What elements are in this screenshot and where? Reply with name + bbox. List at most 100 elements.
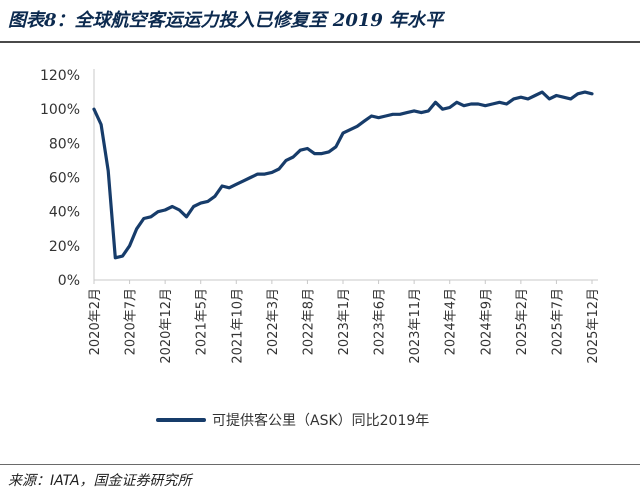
- data-point: [384, 114, 387, 118]
- data-point: [292, 155, 295, 159]
- data-point: [583, 90, 587, 94]
- y-tick-label: 40%: [49, 205, 80, 221]
- x-tick-label: 2021年10月: [230, 288, 245, 364]
- x-axis-ticks: 2020年2月 2020年7月 2020年12月 2021年5月 2021年10月 202…: [88, 280, 601, 364]
- y-tick-label: 120%: [40, 68, 80, 84]
- data-point: [533, 94, 537, 97]
- data-point: [469, 102, 473, 106]
- data-point: [92, 108, 96, 111]
- data-point: [334, 145, 338, 148]
- x-tick-label: 2025年2月: [515, 288, 530, 355]
- x-tick-label: 2020年12月: [159, 288, 174, 364]
- data-point: [306, 147, 309, 150]
- data-point: [235, 183, 238, 186]
- data-point: [363, 119, 366, 123]
- x-tick-label: 2022年3月: [266, 288, 281, 355]
- x-tick-label: 2025年7月: [550, 288, 565, 355]
- data-point: [107, 169, 110, 172]
- x-tick-label: 2025年12月: [586, 288, 601, 364]
- data-point: [420, 111, 423, 114]
- data-point: [448, 106, 451, 109]
- data-point: [320, 152, 323, 155]
- source-note: 来源：IATA，国金证券研究所: [8, 473, 192, 489]
- chart-axes: [93, 69, 598, 281]
- data-point: [277, 167, 281, 171]
- series-line: [92, 90, 594, 260]
- data-point: [156, 210, 160, 213]
- title-divider: [0, 41, 640, 43]
- y-tick-label: 60%: [49, 171, 80, 187]
- data-point: [256, 172, 259, 176]
- data-point: [171, 205, 174, 208]
- data-point: [498, 101, 501, 104]
- y-tick-label: 20%: [49, 239, 80, 255]
- x-tick-label: 2020年2月: [88, 288, 103, 355]
- data-point: [213, 195, 217, 198]
- data-point: [569, 97, 572, 101]
- data-point: [327, 150, 330, 154]
- data-point: [541, 90, 544, 94]
- data-point: [284, 159, 288, 162]
- data-point: [313, 152, 316, 155]
- data-point: [427, 109, 430, 113]
- source-divider: [0, 464, 640, 465]
- data-point: [555, 94, 558, 97]
- data-point: [512, 97, 515, 101]
- data-point: [341, 131, 345, 135]
- data-point: [114, 256, 117, 259]
- data-point: [548, 97, 551, 101]
- figure-title: 图表8：全球航空客运运力投入已修复至 2019 年水平: [8, 10, 444, 31]
- x-tick-label: 2022年8月: [301, 288, 316, 355]
- data-point: [348, 128, 352, 131]
- x-tick-label: 2021年5月: [195, 288, 210, 355]
- x-tick-label: 2020年7月: [124, 288, 139, 355]
- data-point: [121, 254, 124, 258]
- data-point: [178, 208, 181, 212]
- data-point: [249, 176, 252, 179]
- data-point: [135, 227, 138, 230]
- x-tick-label: 2024年4月: [444, 288, 459, 355]
- x-tick-label: 2024年9月: [479, 288, 494, 355]
- data-point: [434, 101, 437, 104]
- data-point: [242, 179, 245, 183]
- data-point: [270, 171, 274, 174]
- data-point: [377, 116, 380, 119]
- data-point: [391, 113, 394, 116]
- legend-label: 可提供客公里（ASK）同比2019年: [212, 412, 429, 429]
- data-point: [455, 101, 458, 104]
- data-point: [356, 125, 359, 128]
- chart-series: [92, 90, 594, 260]
- data-point: [163, 208, 167, 212]
- data-point: [562, 96, 565, 99]
- data-point: [99, 123, 103, 126]
- data-point: [576, 92, 579, 96]
- data-point: [477, 102, 480, 106]
- y-tick-label: 80%: [49, 136, 80, 152]
- data-point: [263, 172, 266, 176]
- data-point: [491, 102, 494, 106]
- data-point: [228, 186, 231, 189]
- data-point: [398, 113, 402, 116]
- data-point: [519, 96, 523, 99]
- data-point: [192, 205, 195, 208]
- data-point: [206, 200, 209, 203]
- y-axis-ticks: 0% 20% 40% 60% 80% 100% 120%: [40, 68, 80, 289]
- line-chart: 0%20%40%60%80%100%120% 2020年2月 2020年7月 202…: [40, 68, 601, 429]
- y-tick-label: 0%: [58, 273, 80, 289]
- y-tick-label: 100%: [40, 102, 80, 118]
- data-point: [462, 104, 466, 107]
- data-point: [142, 217, 145, 220]
- data-point: [505, 102, 508, 106]
- data-point: [220, 184, 224, 188]
- data-point: [526, 97, 530, 101]
- data-point: [128, 244, 131, 247]
- data-point: [590, 92, 594, 96]
- chart-legend: 可提供客公里（ASK）同比2019年: [156, 412, 429, 429]
- x-tick-label: 2023年6月: [373, 288, 388, 355]
- data-point: [412, 109, 416, 113]
- data-point: [199, 201, 202, 205]
- data-point: [405, 111, 409, 114]
- data-point: [185, 215, 188, 218]
- data-point: [370, 114, 373, 118]
- data-point: [441, 108, 444, 111]
